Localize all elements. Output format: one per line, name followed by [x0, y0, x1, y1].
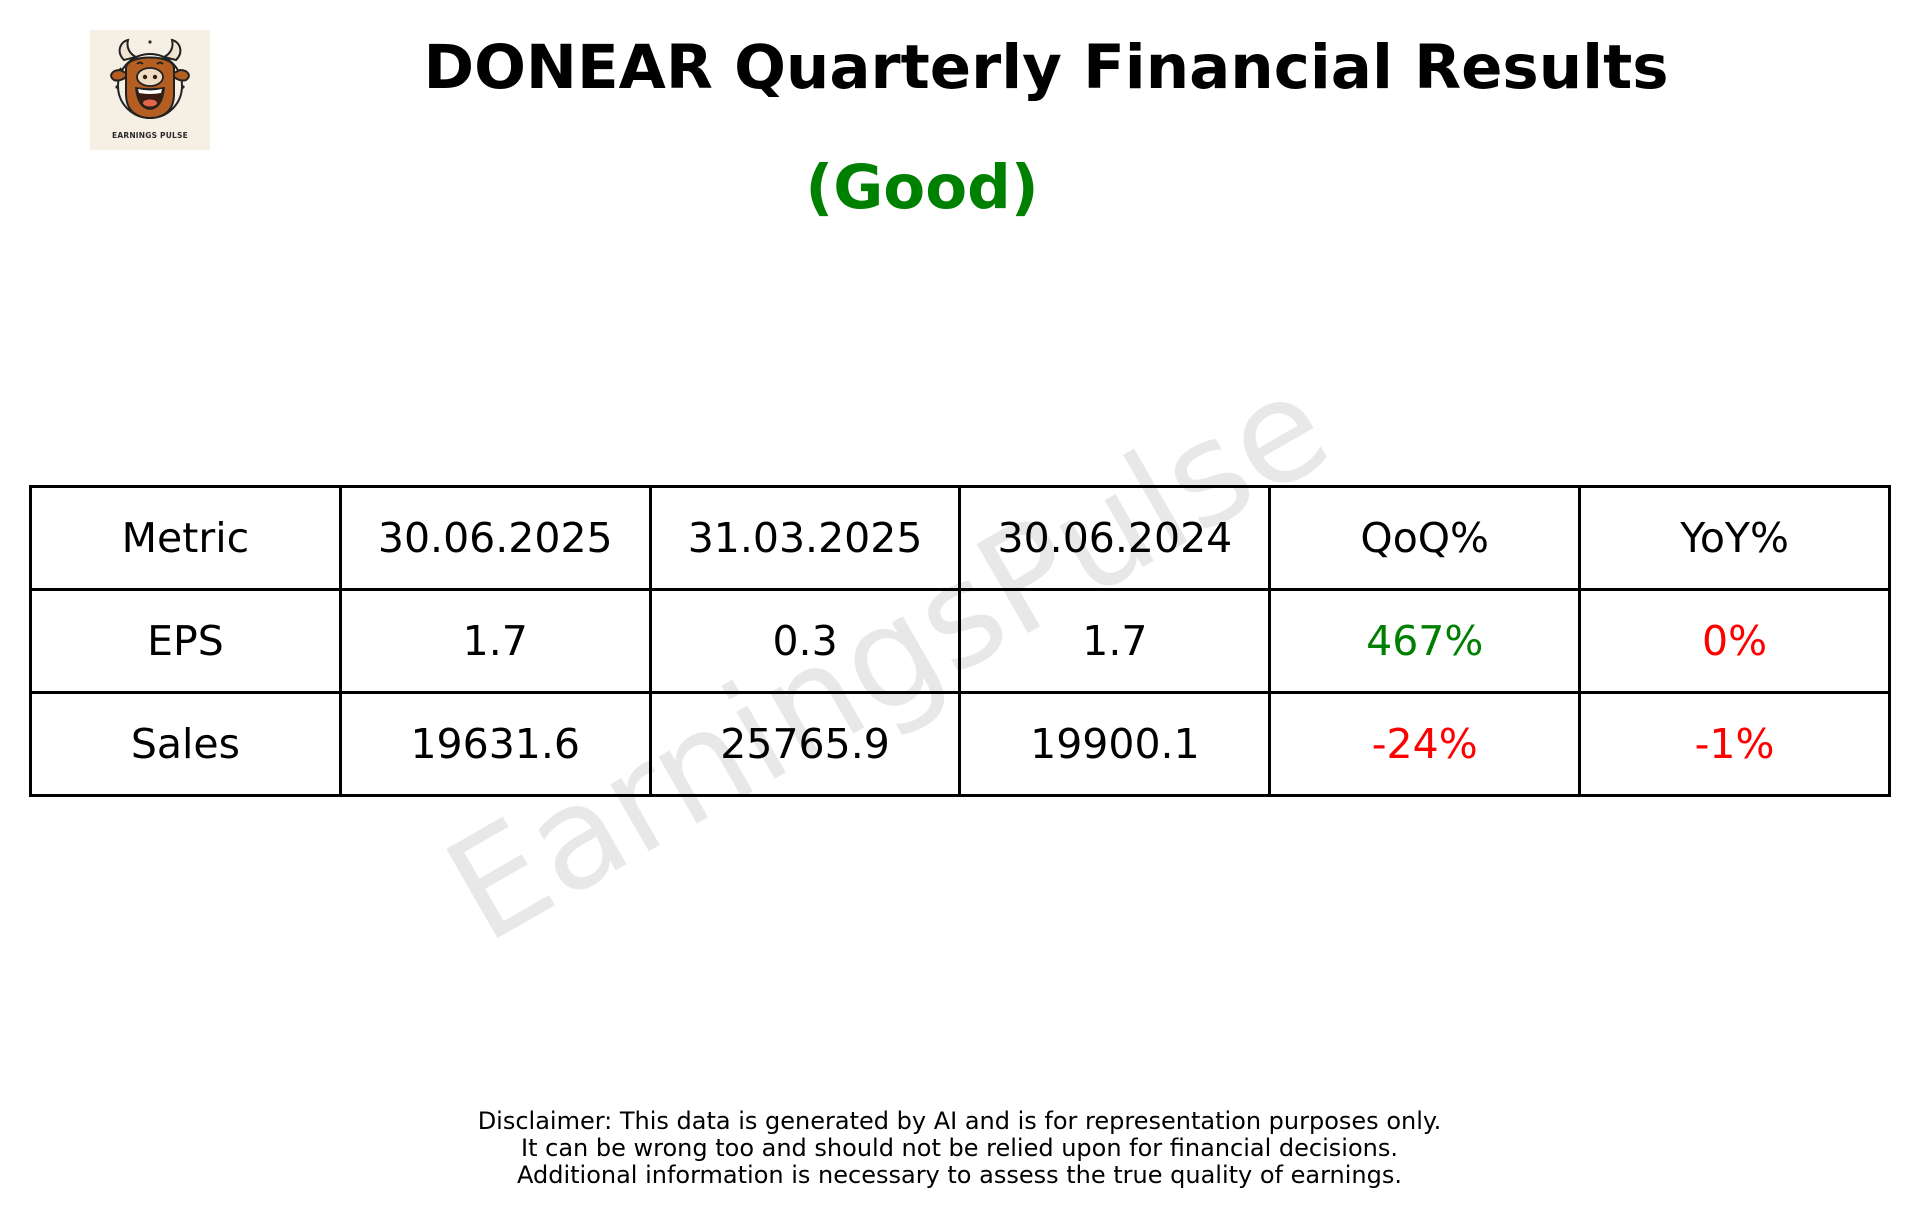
bull-face-icon: [110, 38, 190, 120]
value-year-ago-quarter: 19900.1: [958, 691, 1272, 797]
column-header-year-ago-quarter: 30.06.2024: [958, 485, 1272, 591]
yoy-change: -1%: [1578, 691, 1891, 797]
metric-name: EPS: [29, 588, 342, 694]
page-title: DONEAR Quarterly Financial Results: [423, 32, 1669, 103]
table-row: Sales 19631.6 25765.9 19900.1 -24% -1%: [29, 691, 1891, 797]
column-header-previous-quarter: 31.03.2025: [648, 485, 962, 591]
value-previous-quarter: 25765.9: [648, 691, 962, 797]
column-header-yoy: YoY%: [1578, 485, 1891, 591]
value-current-quarter: 19631.6: [338, 691, 652, 797]
results-table: Metric 30.06.2025 31.03.2025 30.06.2024 …: [29, 485, 1891, 797]
qoq-change: 467%: [1268, 588, 1582, 694]
earnings-pulse-logo: EARNINGS PULSE: [90, 30, 210, 150]
column-header-qoq: QoQ%: [1268, 485, 1582, 591]
disclaimer-line: Disclaimer: This data is generated by AI…: [477, 1107, 1442, 1135]
value-current-quarter: 1.7: [338, 588, 652, 694]
table-header-row: Metric 30.06.2025 31.03.2025 30.06.2024 …: [29, 485, 1891, 591]
metric-name: Sales: [29, 691, 342, 797]
value-year-ago-quarter: 1.7: [958, 588, 1272, 694]
value-previous-quarter: 0.3: [648, 588, 962, 694]
disclaimer-line: It can be wrong too and should not be re…: [521, 1134, 1398, 1162]
disclaimer-line: Additional information is necessary to a…: [516, 1161, 1402, 1189]
earnings-verdict: (Good): [805, 152, 1039, 223]
disclaimer: Disclaimer: This data is generated by AI…: [0, 1108, 1919, 1189]
table-row: EPS 1.7 0.3 1.7 467% 0%: [29, 588, 1891, 694]
column-header-metric: Metric: [29, 485, 342, 591]
logo-caption: EARNINGS PULSE: [112, 131, 188, 140]
qoq-change: -24%: [1268, 691, 1582, 797]
yoy-change: 0%: [1578, 588, 1891, 694]
column-header-current-quarter: 30.06.2025: [338, 485, 652, 591]
